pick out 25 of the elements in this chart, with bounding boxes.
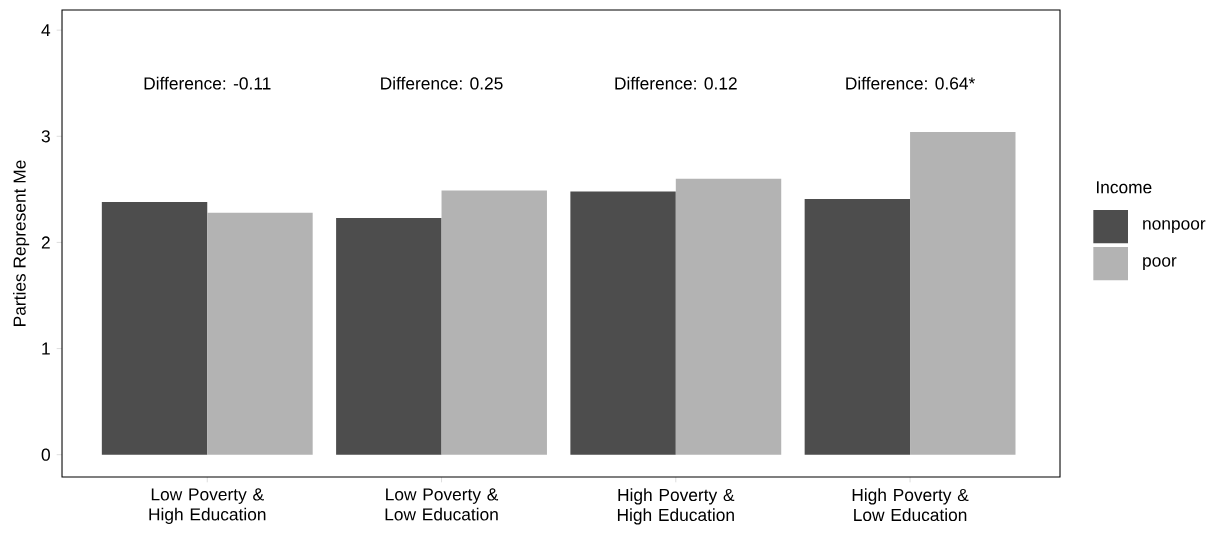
y-tick-label: 2 — [41, 236, 50, 249]
bar — [675, 178, 782, 455]
x-tick-label: Low Poverty & Low Education — [385, 488, 499, 521]
bar — [570, 191, 676, 455]
annotation: Difference: 0.64* — [846, 76, 975, 90]
bar — [804, 198, 911, 455]
y-tick-label: 4 — [41, 24, 51, 37]
annotation: Difference: 0.25 — [381, 76, 503, 90]
legend-title: Income — [1096, 181, 1152, 194]
x-tick-label: High Poverty & High Education — [617, 488, 735, 525]
y-axis-title: Parties Represent Me — [13, 160, 30, 326]
annotation: Difference: 0.12 — [615, 76, 737, 90]
legend-label: poor — [1143, 257, 1177, 271]
x-tick-label: Low Poverty & High Education — [149, 488, 266, 524]
bar — [441, 190, 547, 455]
annotation: Difference: -0.11 — [144, 76, 271, 90]
y-tick-label: 1 — [42, 342, 50, 355]
bar — [207, 212, 313, 455]
y-tick-label: 3 — [41, 130, 50, 143]
y-tick-label: 0 — [41, 448, 50, 461]
bar — [101, 202, 208, 455]
bar — [910, 132, 1016, 455]
x-tick-label: High Poverty & Low Education — [852, 488, 969, 522]
legend-label: nonpoor — [1143, 220, 1206, 234]
bar — [336, 218, 442, 455]
